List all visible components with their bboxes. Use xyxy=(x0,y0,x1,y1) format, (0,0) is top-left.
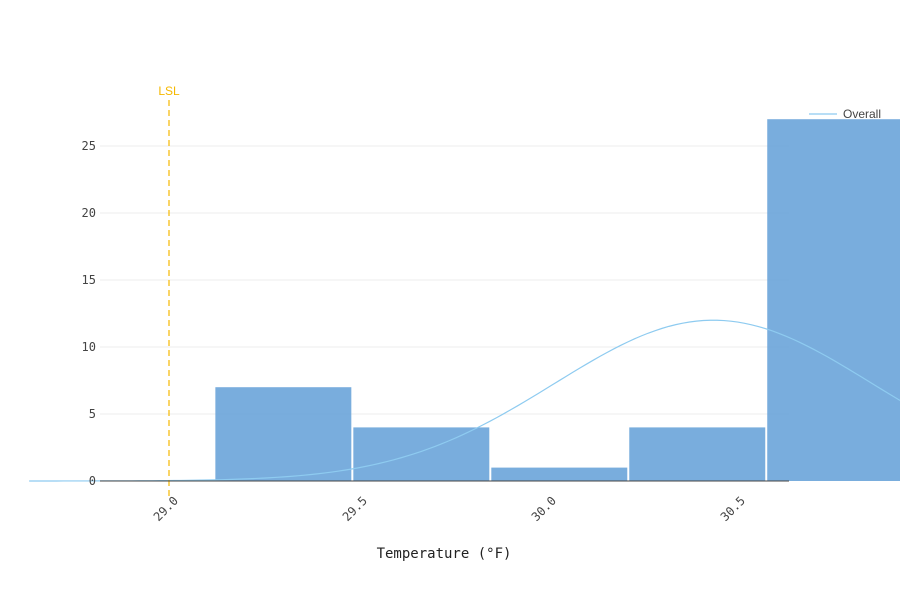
histogram-bar-3 xyxy=(491,467,628,481)
grid-lines xyxy=(100,145,789,415)
y-tick-label: 15 xyxy=(82,273,96,287)
legend[interactable]: Overall xyxy=(809,107,881,121)
y-tick-label: 20 xyxy=(82,206,96,220)
x-tick-label: 29.0 xyxy=(151,494,181,524)
histogram-bars xyxy=(215,119,900,481)
y-tick-label: 25 xyxy=(82,139,96,153)
histogram-bar-1 xyxy=(215,387,352,481)
y-tick-label: 10 xyxy=(82,340,96,354)
spec-limit-lines: LSLUSL xyxy=(158,84,180,500)
histogram-bar-2 xyxy=(353,427,490,481)
histogram-bar-5 xyxy=(767,119,900,481)
x-axis-title: Temperature (°F) xyxy=(377,546,512,562)
x-tick-label: 30.0 xyxy=(529,494,559,524)
y-tick-label: 5 xyxy=(89,407,96,421)
spec-label-lsl: LSL xyxy=(158,84,180,98)
x-tick-label: 30.5 xyxy=(718,494,748,524)
y-tick-label: 0 xyxy=(89,474,96,488)
histogram-bar-4 xyxy=(629,427,766,481)
normal-curve-layer xyxy=(29,319,900,482)
legend-label-overall[interactable]: Overall xyxy=(843,107,881,121)
x-tick-label: 29.5 xyxy=(340,494,370,524)
normal-curve-overall xyxy=(29,319,900,482)
